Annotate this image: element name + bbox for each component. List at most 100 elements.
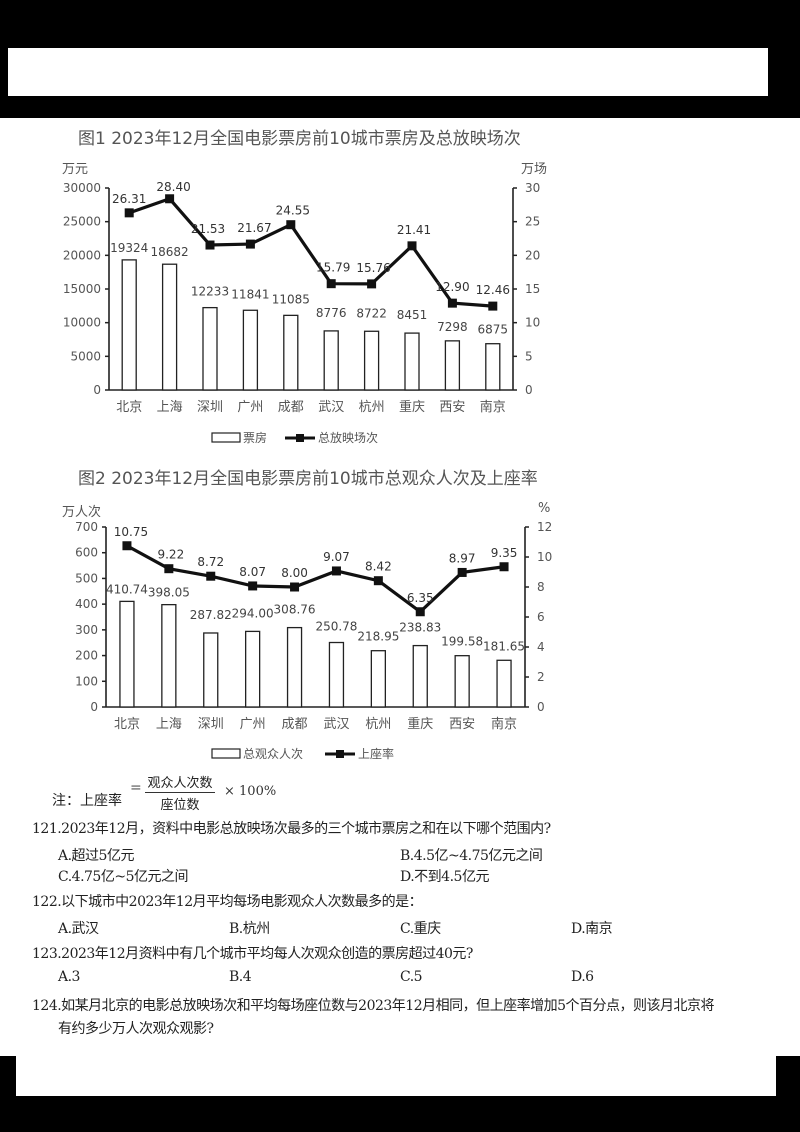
right-axis-label: 30	[525, 181, 540, 195]
line-value-label: 8.72	[197, 555, 224, 569]
bar-value-label: 218.95	[357, 630, 399, 644]
category-label: 南京	[480, 399, 506, 415]
bar-value-label: 410.74	[106, 582, 148, 596]
line-marker	[373, 576, 383, 586]
line-marker	[205, 240, 215, 250]
category-label: 深圳	[198, 717, 224, 732]
line-value-label: 8.07	[239, 565, 266, 579]
note-equals: =	[130, 780, 142, 796]
right-axis-label: 15	[525, 282, 540, 296]
left-axis-label: 400	[75, 597, 98, 611]
q122-option-d[interactable]: D.南京	[571, 921, 613, 937]
category-label: 广州	[237, 400, 263, 415]
right-axis-label: 6	[537, 610, 545, 624]
q121-option-c[interactable]: C.4.75亿~5亿元之间	[58, 869, 188, 885]
category-label: 上海	[157, 400, 183, 415]
line-marker	[124, 208, 134, 218]
chart1-right-unit: 万场	[521, 162, 548, 177]
line-value-label: 26.31	[112, 192, 146, 206]
line-marker	[415, 607, 425, 617]
line-marker	[447, 298, 457, 308]
bar	[244, 630, 261, 708]
bar-value-label: 18682	[151, 245, 189, 259]
right-axis-label: 8	[537, 580, 545, 594]
note-denominator: 座位数	[160, 798, 200, 813]
q121-option-a[interactable]: A.超过5亿元	[58, 848, 134, 864]
q121-option-b[interactable]: B.4.5亿~4.75亿元之间	[400, 848, 543, 864]
q122-option-b[interactable]: B.杭州	[229, 921, 270, 937]
left-axis-label: 600	[75, 546, 98, 560]
q121-option-d[interactable]: D.不到4.5亿元	[400, 869, 489, 885]
line-marker	[245, 239, 255, 249]
question-124-line2: 有约多少万人次观众观影?	[58, 1021, 214, 1037]
line-value-label: 9.35	[491, 546, 518, 560]
bar-value-label: 12233	[191, 285, 229, 299]
line-value-label: 9.22	[157, 548, 184, 562]
line-marker	[206, 571, 216, 581]
chart2-left-unit: 万人次	[62, 505, 102, 520]
bar-value-label: 398.05	[148, 586, 190, 600]
right-axis-label: 10	[525, 316, 540, 330]
question-122: 122.以下城市中2023年12月平均每场电影观众人次数最多的是：	[32, 894, 423, 910]
right-axis-label: 0	[525, 383, 533, 397]
note-numerator: 观众人次数	[145, 772, 215, 793]
q122-option-a[interactable]: A.武汉	[58, 921, 99, 937]
line-marker	[499, 562, 509, 572]
line-marker	[290, 582, 300, 592]
q123-option-c[interactable]: C.5	[400, 969, 423, 985]
bar	[202, 306, 218, 391]
bar-value-label: 294.00	[232, 606, 274, 620]
bar-value-label: 238.83	[399, 621, 441, 635]
right-axis-label: 12	[537, 520, 552, 534]
bar-value-label: 8451	[397, 308, 428, 322]
category-label: 北京	[116, 400, 142, 415]
chart2-plot: 0 100 200 300 400 500 600 700 0 2 4 6 8 10 12 410.74 北京 3…	[75, 520, 552, 761]
right-axis-label: 10	[537, 550, 552, 564]
left-axis-label: 30000	[63, 181, 101, 195]
bar-value-label: 11085	[272, 292, 310, 306]
bar	[454, 655, 470, 708]
q123-option-d[interactable]: D.6	[571, 969, 594, 985]
line-value-label: 28.40	[156, 180, 190, 194]
bar-value-label: 308.76	[274, 603, 316, 617]
category-label: 西安	[439, 400, 465, 415]
q122-option-c[interactable]: C.重庆	[400, 921, 441, 937]
chart1-plot: 0 5000 10000 15000 20000 25000 30000 0 5 10 15 20 25…	[63, 180, 540, 445]
right-axis-label: 20	[525, 248, 540, 262]
q123-option-b[interactable]: B.4	[229, 969, 252, 985]
line-value-label: 21.53	[191, 222, 225, 236]
q123-option-a[interactable]: A.3	[58, 969, 80, 985]
category-label: 武汉	[318, 400, 344, 415]
legend-bar-swatch	[211, 748, 241, 759]
bar	[412, 644, 428, 708]
left-axis-label: 5000	[70, 349, 101, 363]
category-label: 杭州	[359, 400, 385, 415]
line-marker	[164, 564, 174, 574]
left-axis-label: 25000	[63, 215, 101, 229]
bar	[119, 600, 135, 708]
note-times: × 100%	[224, 784, 277, 799]
right-axis-label: 4	[537, 640, 545, 654]
bar-value-label: 181.65	[483, 639, 525, 653]
bar-value-label: 8722	[356, 306, 387, 320]
question-121: 121.2023年12月，资料中电影总放映场次最多的三个城市票房之和在以下哪个范…	[32, 821, 551, 837]
bar	[323, 330, 339, 391]
line-value-label: 8.42	[365, 560, 392, 574]
line-marker	[457, 567, 467, 577]
category-label: 深圳	[197, 400, 223, 415]
line-value-label: 9.07	[323, 550, 350, 564]
line-value-label: 10.75	[114, 525, 148, 539]
top-redaction-box	[8, 48, 768, 96]
left-axis-label: 300	[75, 623, 98, 637]
right-axis-label: 0	[537, 700, 545, 714]
line-value-label: 12.90	[435, 280, 469, 294]
left-axis-label: 500	[75, 571, 98, 585]
category-label: 成都	[282, 717, 308, 732]
bar	[444, 340, 461, 391]
legend-line-marker	[336, 750, 344, 758]
line-value-label: 21.41	[397, 223, 431, 237]
left-axis-label: 100	[75, 674, 98, 688]
line-value-label: 15.79	[316, 261, 350, 275]
series-line	[128, 196, 493, 308]
bar-value-label: 11841	[231, 287, 269, 301]
